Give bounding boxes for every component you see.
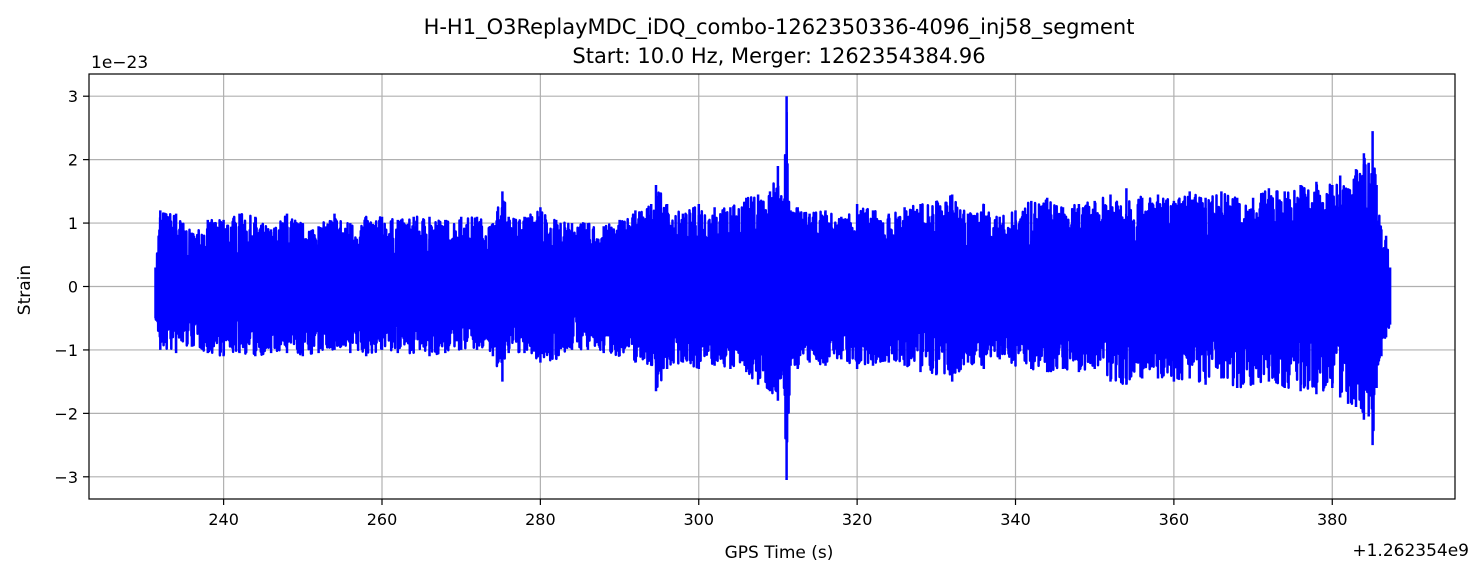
y-axis-label: Strain xyxy=(15,265,35,315)
x-tick-label: 260 xyxy=(367,510,398,529)
y-tick-label: 0 xyxy=(68,278,78,297)
y-tick-label: 2 xyxy=(68,151,78,170)
x-tick-label: 360 xyxy=(1159,510,1190,529)
x-tick-label: 340 xyxy=(1000,510,1031,529)
x-tick-label: 380 xyxy=(1317,510,1348,529)
x-tick-label: 320 xyxy=(842,510,873,529)
y-tick-label: 3 xyxy=(68,87,78,106)
x-tick-label: 240 xyxy=(208,510,239,529)
y-tick-label: 1 xyxy=(68,214,78,233)
plot-area xyxy=(154,96,1392,480)
chart-title: H-H1_O3ReplayMDC_iDQ_combo-1262350336-40… xyxy=(424,15,1135,40)
y-tick-label: −3 xyxy=(54,468,78,487)
y-scale-label: 1e−23 xyxy=(91,53,148,73)
x-ticks: 240 260 280 300 320 340 360 380 xyxy=(208,499,1348,529)
x-tick-label: 300 xyxy=(683,510,714,529)
x-offset-label: +1.262354e9 xyxy=(1352,541,1469,561)
chart-subtitle: Start: 10.0 Hz, Merger: 1262354384.96 xyxy=(572,44,985,68)
y-ticks: −3 −2 −1 0 1 2 3 xyxy=(54,87,89,487)
strain-series-line xyxy=(154,96,1392,480)
x-axis-label: GPS Time (s) xyxy=(725,543,834,563)
x-tick-label: 280 xyxy=(525,510,556,529)
axes-frame xyxy=(88,73,1456,500)
y-tick-label: −2 xyxy=(54,404,78,423)
y-tick-label: −1 xyxy=(54,341,78,360)
